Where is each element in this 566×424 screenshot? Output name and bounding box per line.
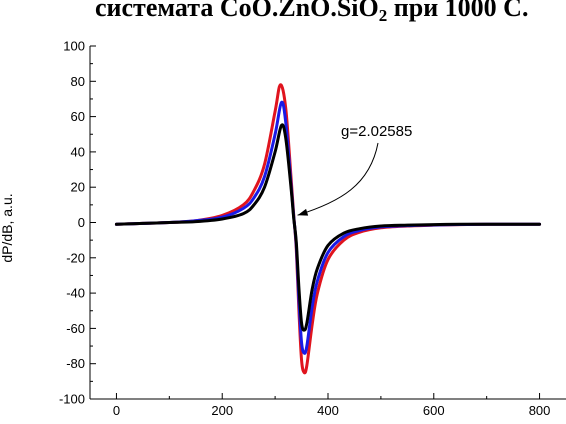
g-factor-annotation: g=2.02585	[341, 123, 412, 140]
x-tick-label: 600	[423, 403, 445, 418]
annotation-layer: g=2.02585	[297, 123, 412, 216]
y-tick-label: -100	[59, 392, 85, 407]
y-tick-label: -20	[66, 250, 85, 265]
series-layer	[114, 83, 542, 375]
y-tick-label: 100	[63, 39, 85, 54]
x-tick-label: 0	[113, 403, 120, 418]
x-tick-label: 200	[211, 403, 233, 418]
y-tick-label: -80	[66, 356, 85, 371]
y-axis: 100 80 60 40 20 0 -20 -40 -60 -80 -100	[59, 39, 96, 407]
y-tick-label: 80	[71, 74, 85, 89]
chart-title-subscript: 2	[379, 6, 388, 25]
series-line-red	[114, 83, 542, 375]
y-tick-label: -60	[66, 321, 85, 336]
y-tick-label: 20	[71, 180, 85, 195]
chart-title: системата CoO.ZnO.SiO2 при 1000 С.	[95, 0, 528, 25]
annotation-arrow-head	[297, 208, 309, 216]
y-axis-label: dP/dB, a.u.	[0, 193, 15, 262]
y-tick-label: 60	[71, 109, 85, 124]
chart-title-suffix: при 1000 С.	[387, 0, 528, 22]
x-tick-label: 400	[317, 403, 339, 418]
x-tick-label: 800	[529, 403, 551, 418]
y-tick-label: 0	[78, 215, 85, 230]
annotation-arrow-line	[297, 142, 379, 216]
series-line-blue	[114, 100, 542, 355]
chart-title-prefix: системата CoO.ZnO.SiO	[95, 0, 379, 22]
series-line-black	[114, 123, 542, 332]
y-tick-label: 40	[71, 144, 85, 159]
y-tick-label: -40	[66, 286, 85, 301]
x-axis: 0 200 400 600 800	[90, 393, 566, 418]
